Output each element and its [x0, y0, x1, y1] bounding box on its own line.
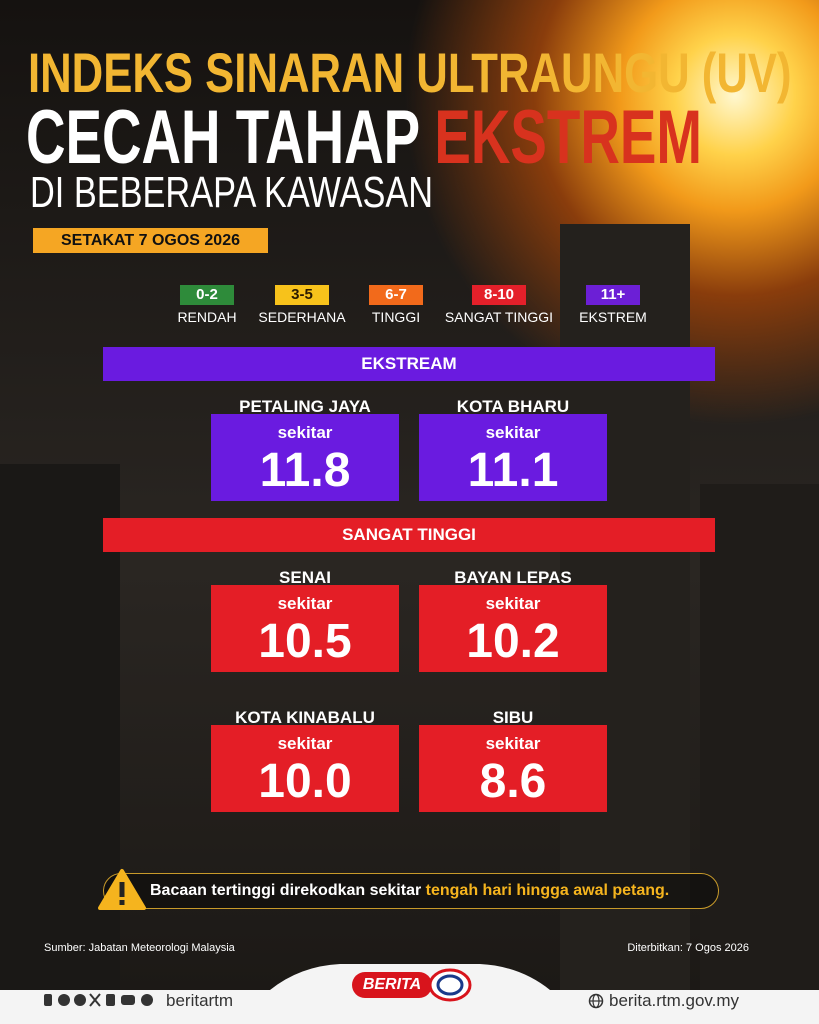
location-name: SENAI — [279, 568, 331, 587]
social-handle: beritartm — [166, 991, 234, 1010]
social-icons — [44, 993, 153, 1007]
subtitle-text: DI BEBERAPA KAWASAN — [30, 168, 434, 217]
legend-swatch: 6-7 — [369, 285, 423, 305]
uv-card: sekitar 11.8 — [211, 414, 399, 501]
uv-value: 10.5 — [258, 615, 352, 668]
legend-swatch: 3-5 — [275, 285, 329, 305]
uv-card: sekitar 11.1 — [419, 414, 607, 501]
uv-prefix: sekitar — [485, 594, 541, 613]
location-name: BAYAN LEPAS — [454, 568, 572, 587]
globe-icon — [588, 993, 604, 1009]
notice-body: Bacaan tertinggi direkodkan sekitar — [150, 882, 422, 899]
section-header: SANGAT TINGGI — [103, 518, 715, 552]
date-badge: SETAKAT 7 OGOS 2026 — [33, 228, 268, 253]
rtm-logo — [428, 968, 472, 1002]
uv-card: sekitar 10.5 — [211, 585, 399, 672]
skyline — [0, 464, 120, 1024]
skyline — [700, 484, 819, 1024]
uv-card: sekitar 10.0 — [211, 725, 399, 812]
published-date: Diterbitkan: 7 Ogos 2026 — [627, 942, 749, 954]
location-name: PETALING JAYA — [239, 397, 371, 416]
subtitle: DI BEBERAPA KAWASAN — [30, 168, 547, 218]
legend-label: SANGAT TINGGI — [444, 309, 554, 325]
uv-prefix: sekitar — [277, 594, 333, 613]
source: Sumber: Jabatan Meteorologi Malaysia — [44, 942, 235, 954]
location-name: SIBU — [492, 708, 534, 727]
brand-logo: BERITA — [352, 972, 432, 998]
uv-prefix: sekitar — [277, 423, 333, 442]
uv-prefix: sekitar — [485, 423, 541, 442]
legend-swatch: 0-2 — [180, 285, 234, 305]
title-line: CECAH TAHAP — [26, 95, 420, 180]
notice-text: Bacaan tertinggi direkodkan sekitar teng… — [150, 882, 669, 900]
legend-label: TINGGI — [371, 309, 421, 325]
warning-icon — [98, 869, 146, 910]
uv-value: 11.8 — [259, 444, 351, 497]
title: INDEKS SINARAN ULTRAUNGU (UV) — [28, 40, 819, 105]
notice: Bacaan tertinggi direkodkan sekitar teng… — [98, 869, 719, 910]
title-highlight: EKSTREM — [434, 95, 702, 180]
legend-swatch: 8-10 — [472, 285, 526, 305]
title-line: INDEKS SINARAN ULTRAUNGU (UV) — [28, 41, 792, 104]
legend-label: RENDAH — [177, 309, 237, 325]
location-name: KOTA KINABALU — [235, 708, 375, 727]
legend-label: SEDERHANA — [258, 309, 346, 325]
uv-card: sekitar 8.6 — [419, 725, 607, 812]
location-name: KOTA BHARU — [456, 397, 570, 416]
legend-swatch: 11+ — [586, 285, 640, 305]
uv-card: sekitar 10.2 — [419, 585, 607, 672]
legend-label: EKSTREM — [579, 309, 647, 325]
uv-value: 8.6 — [479, 755, 547, 808]
section-header: EKSTREAM — [103, 347, 715, 381]
uv-prefix: sekitar — [485, 734, 541, 753]
title: CECAH TAHAP EKSTREM — [26, 94, 819, 181]
website: berita.rtm.gov.my — [609, 991, 740, 1010]
uv-prefix: sekitar — [277, 734, 333, 753]
notice-highlight: tengah hari hingga awal petang. — [425, 882, 670, 899]
uv-value: 11.1 — [467, 444, 559, 497]
uv-value: 10.2 — [466, 615, 560, 668]
uv-value: 10.0 — [258, 755, 352, 808]
